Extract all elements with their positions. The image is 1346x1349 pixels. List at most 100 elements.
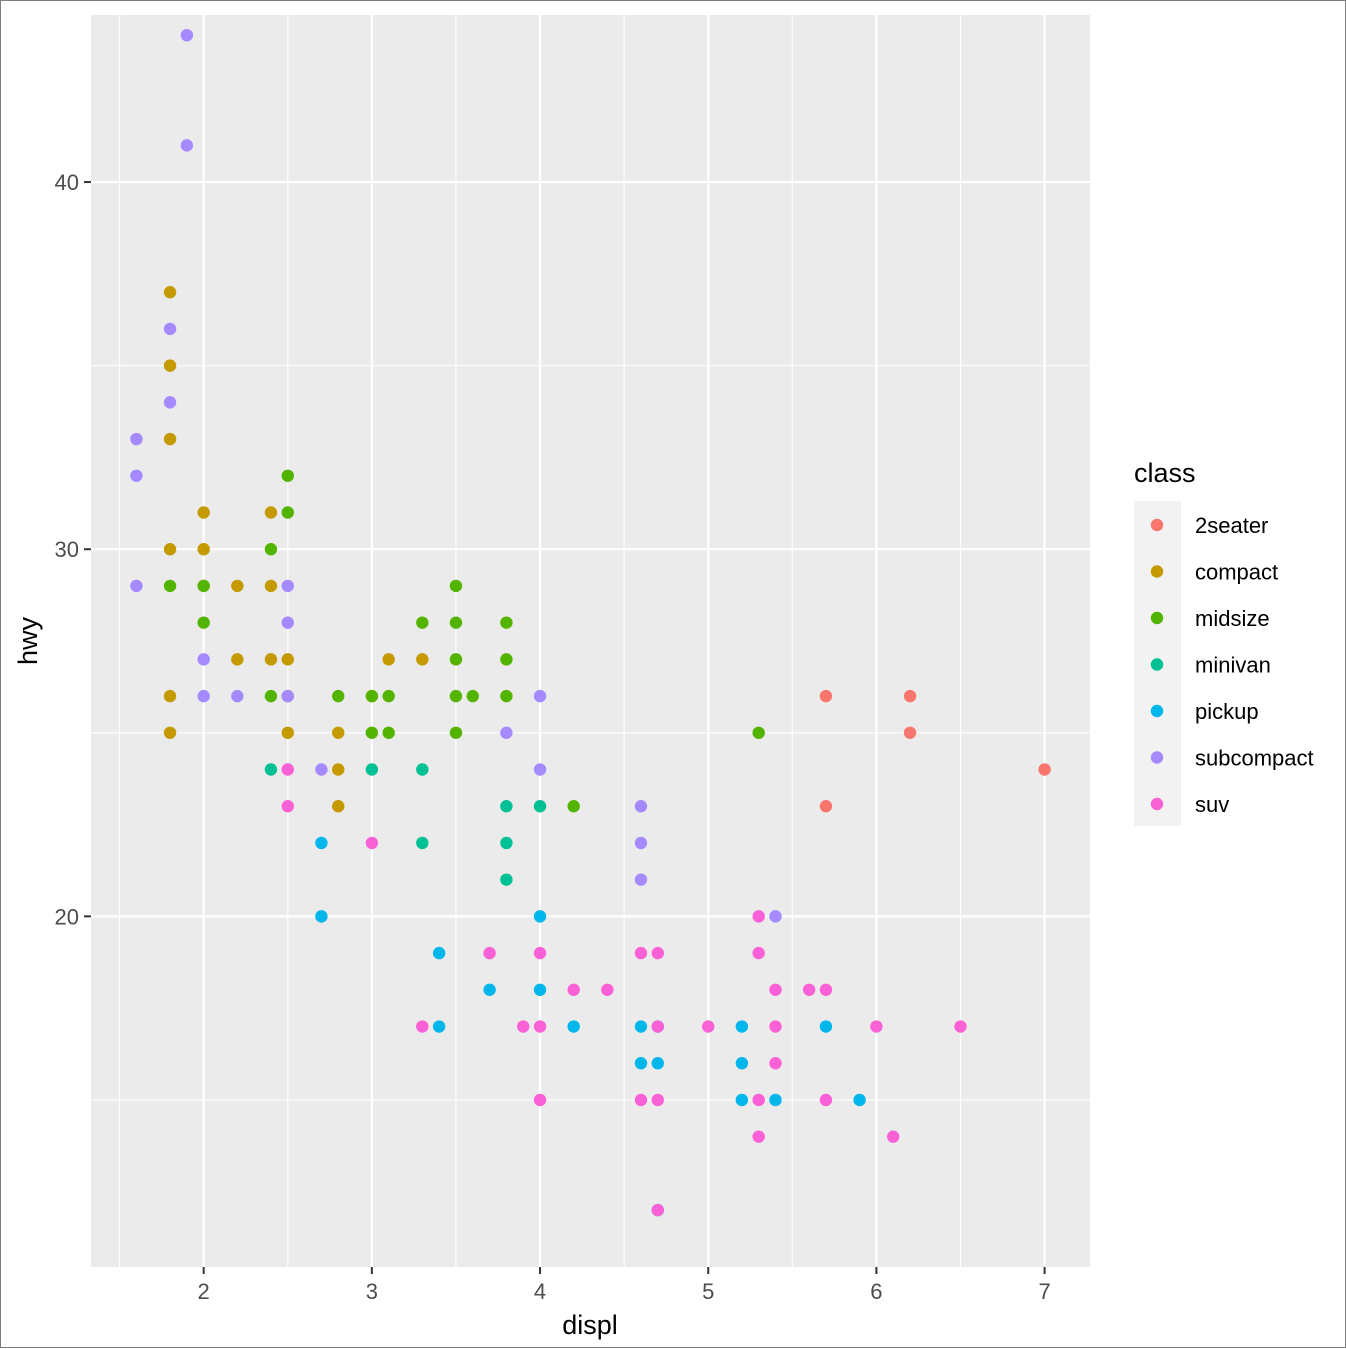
- legend-title: class: [1134, 458, 1196, 488]
- legend-items: 2seater compact midsize minivan pickup subcom…: [1150, 513, 1314, 817]
- data-point-pickup: [533, 983, 547, 996]
- data-point-suv: [769, 1020, 782, 1033]
- legend-label-suv: suv: [1195, 792, 1229, 817]
- data-point-suv: [651, 1203, 664, 1217]
- data-point-2seater: [903, 726, 917, 739]
- legend-key-compact: [1150, 565, 1164, 578]
- legend-label-pickup: pickup: [1195, 699, 1259, 724]
- data-point-subcompact: [533, 689, 547, 703]
- data-point-midsize: [752, 726, 765, 739]
- data-point-suv: [819, 983, 833, 996]
- major-gridlines: [91, 15, 1090, 1267]
- data-point-suv: [634, 946, 648, 960]
- data-point-suv: [887, 1130, 900, 1143]
- data-point-subcompact: [634, 836, 648, 850]
- y-tick-label: 20: [55, 904, 79, 929]
- data-point-midsize: [449, 726, 463, 739]
- legend: class 2seater compact midsize minivan pickup…: [1134, 458, 1314, 826]
- data-point-compact: [197, 543, 210, 556]
- legend-key-minivan: [1150, 658, 1164, 671]
- data-point-midsize: [466, 689, 479, 703]
- data-point-suv: [281, 763, 294, 776]
- data-point-midsize: [500, 616, 513, 629]
- data-point-pickup: [853, 1093, 866, 1107]
- data-point-2seater: [819, 689, 833, 703]
- legend-key-midsize: [1150, 611, 1164, 625]
- data-point-suv: [365, 836, 379, 850]
- data-point-midsize: [163, 579, 177, 593]
- data-point-suv: [651, 1020, 664, 1033]
- data-point-minivan: [533, 800, 547, 813]
- data-point-minivan: [416, 763, 429, 776]
- data-point-midsize: [449, 689, 463, 703]
- y-axis-title: hwy: [13, 616, 43, 665]
- data-point-suv: [752, 910, 765, 923]
- data-point-compact: [264, 653, 278, 666]
- x-tick-label: 3: [366, 1279, 378, 1304]
- data-point-suv: [651, 1093, 664, 1107]
- data-point-suv: [752, 1093, 765, 1107]
- data-point-compact: [264, 579, 278, 593]
- data-point-subcompact: [130, 432, 143, 446]
- data-point-minivan: [500, 873, 513, 886]
- data-point-midsize: [281, 469, 294, 482]
- data-point-subcompact: [180, 139, 194, 152]
- plot-panel: [91, 15, 1090, 1267]
- data-point-pickup: [769, 1093, 782, 1107]
- data-point-pickup: [634, 1057, 648, 1070]
- data-point-minivan: [416, 836, 429, 850]
- data-point-midsize: [281, 506, 294, 519]
- data-point-suv: [769, 1057, 782, 1070]
- data-points: [130, 28, 1051, 1217]
- legend-label-2seater: 2seater: [1195, 513, 1268, 538]
- data-point-compact: [231, 653, 244, 666]
- data-point-compact: [163, 432, 177, 446]
- data-point-suv: [769, 983, 782, 996]
- data-point-subcompact: [634, 873, 648, 886]
- data-point-pickup: [567, 1020, 580, 1033]
- data-point-minivan: [500, 836, 513, 850]
- data-point-minivan: [500, 800, 513, 813]
- data-point-midsize: [332, 689, 345, 703]
- data-point-compact: [163, 689, 177, 703]
- data-point-midsize: [264, 689, 278, 703]
- x-tick-label: 6: [870, 1279, 882, 1304]
- data-point-pickup: [315, 910, 328, 923]
- data-point-minivan: [365, 763, 379, 776]
- data-point-compact: [163, 543, 177, 556]
- data-point-compact: [231, 579, 244, 593]
- data-point-compact: [332, 763, 345, 776]
- x-tick-label: 5: [702, 1279, 714, 1304]
- data-point-suv: [651, 946, 664, 960]
- data-point-subcompact: [180, 28, 194, 42]
- data-point-subcompact: [533, 763, 547, 776]
- data-point-pickup: [735, 1057, 749, 1070]
- data-point-subcompact: [315, 763, 328, 776]
- data-point-compact: [163, 726, 177, 739]
- data-point-2seater: [903, 689, 917, 703]
- legend-key-subcompact: [1150, 751, 1164, 764]
- data-point-compact: [382, 653, 395, 666]
- data-point-suv: [533, 946, 547, 960]
- data-point-midsize: [500, 653, 513, 666]
- minor-gridlines: [91, 15, 1090, 1267]
- data-point-midsize: [449, 616, 463, 629]
- data-point-compact: [281, 653, 294, 666]
- data-point-midsize: [416, 616, 429, 629]
- legend-label-compact: compact: [1195, 560, 1278, 585]
- data-point-suv: [567, 983, 580, 996]
- data-point-pickup: [483, 983, 496, 996]
- legend-key-suv: [1150, 797, 1164, 811]
- y-axis: 20 30 40: [55, 170, 91, 929]
- x-tick-label: 7: [1038, 1279, 1050, 1304]
- legend-key-pickup: [1150, 704, 1164, 718]
- data-point-minivan: [264, 763, 278, 776]
- y-tick-label: 40: [55, 170, 79, 195]
- data-point-subcompact: [231, 689, 244, 703]
- data-point-pickup: [735, 1093, 749, 1107]
- data-point-subcompact: [281, 689, 294, 703]
- data-point-compact: [332, 726, 345, 739]
- data-point-compact: [163, 359, 177, 372]
- data-point-subcompact: [500, 726, 513, 739]
- data-point-suv: [533, 1020, 547, 1033]
